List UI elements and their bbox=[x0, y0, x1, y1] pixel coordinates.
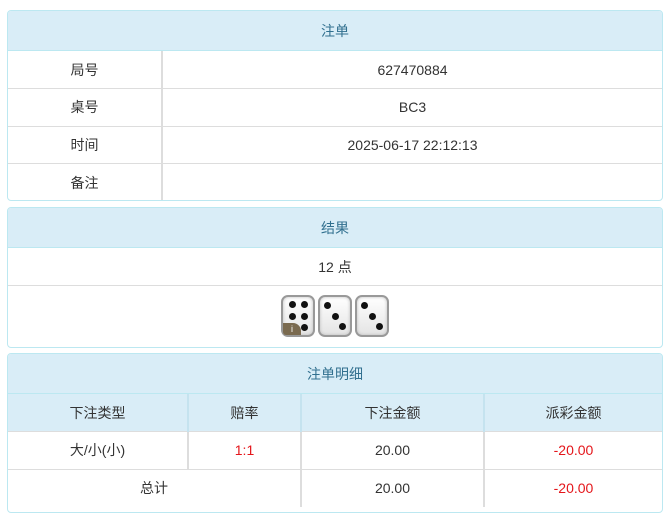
detail-table: 下注类型 赔率 下注金额 派彩金额 大/小(小) 1:1 20.00 -20.0… bbox=[8, 394, 662, 507]
detail-title: 注单明细 bbox=[8, 354, 662, 394]
pip bbox=[300, 301, 308, 309]
row-table: 桌号 BC3 bbox=[8, 88, 662, 126]
pip bbox=[300, 312, 308, 320]
label: 桌号 bbox=[8, 88, 163, 126]
pip bbox=[288, 312, 296, 320]
odds: 1:1 bbox=[188, 431, 302, 469]
round-number: 627470884 bbox=[377, 61, 448, 78]
dice-row: i bbox=[8, 286, 662, 347]
result-points: 12 点 bbox=[8, 248, 662, 286]
label: 时间 bbox=[8, 125, 163, 164]
header-bet-type: 下注类型 bbox=[8, 394, 189, 432]
pip bbox=[324, 301, 331, 309]
pip bbox=[339, 323, 346, 331]
info-badge-icon[interactable]: i bbox=[283, 323, 301, 335]
result-panel: 结果 12 点 i bbox=[7, 207, 663, 348]
label: 备注 bbox=[8, 163, 163, 200]
header-odds: 赔率 bbox=[188, 394, 302, 432]
total-bet: 20.00 bbox=[301, 468, 485, 507]
order-panel: 注单 局号 627470884 桌号 BC3 时间 2025-06-17 22:12:… bbox=[7, 10, 663, 201]
payout: -20.00 bbox=[484, 431, 662, 469]
pip bbox=[331, 312, 339, 320]
detail-panel: 注单明细 下注类型 赔率 下注金额 派彩金额 大/小(小) 1:1 20.00 … bbox=[7, 353, 663, 513]
order-table: 局号 627470884 桌号 BC3 时间 2025-06-17 22:12:13 … bbox=[8, 51, 662, 200]
order-title: 注单 bbox=[8, 11, 662, 51]
pip bbox=[368, 312, 376, 320]
result-title: 结果 bbox=[8, 208, 662, 248]
total-payout: -20.00 bbox=[484, 468, 662, 507]
row-time: 时间 2025-06-17 22:12:13 bbox=[8, 125, 662, 164]
pip bbox=[376, 323, 383, 331]
bet-type: 大/小(小) bbox=[8, 431, 189, 469]
header-payout: 派彩金额 bbox=[484, 394, 662, 432]
die-6: i bbox=[281, 295, 315, 337]
bet-amount: 20.00 bbox=[301, 431, 485, 469]
pip bbox=[361, 301, 368, 309]
pip bbox=[300, 323, 308, 331]
total-row: 总计 20.00 -20.00 bbox=[8, 468, 662, 507]
pip bbox=[288, 301, 296, 309]
row-remark: 备注 bbox=[8, 163, 662, 200]
row-round: 局号 627470884 bbox=[8, 51, 662, 89]
die-3 bbox=[355, 295, 389, 337]
table-header: 下注类型 赔率 下注金额 派彩金额 bbox=[8, 394, 662, 432]
header-bet-amount: 下注金额 bbox=[301, 394, 485, 432]
time-value: 2025-06-17 22:12:13 bbox=[162, 125, 662, 164]
table-number: BC3 bbox=[162, 88, 662, 126]
die-3 bbox=[318, 295, 352, 337]
table-row: 大/小(小) 1:1 20.00 -20.00 bbox=[8, 431, 662, 469]
label: 局号 bbox=[8, 51, 163, 89]
remark-value bbox=[162, 163, 662, 200]
total-label: 总计 bbox=[8, 468, 302, 507]
